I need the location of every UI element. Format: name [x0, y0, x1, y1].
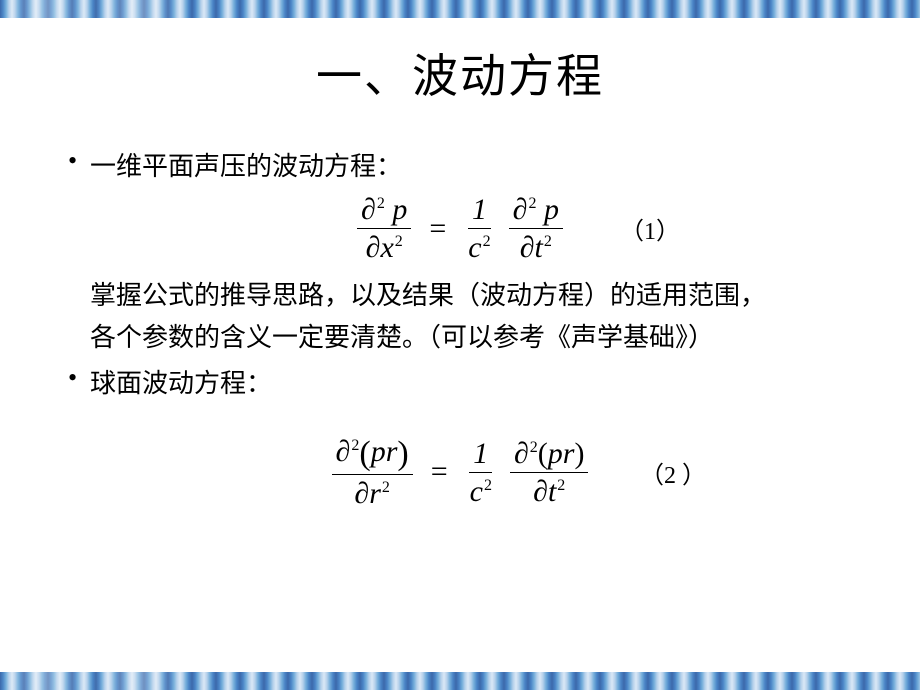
partial-symbol: ∂	[533, 475, 548, 508]
slide-title: 一、波动方程	[60, 40, 860, 106]
exponent: 2	[483, 233, 491, 250]
bullet-spherical-wave: 球面波动方程：	[60, 363, 860, 400]
slide-content: 一、波动方程 一维平面声压的波动方程： ∂2 p ∂x2 = 1 c2 ∂2 p…	[0, 0, 920, 554]
var-c: c	[468, 231, 481, 264]
var-c: c	[470, 475, 483, 508]
exponent: 2	[395, 233, 403, 250]
eq2-coefficient: 1 c2	[466, 437, 496, 508]
bullet-plane-wave: 一维平面声压的波动方程：	[60, 146, 860, 183]
eq1-rhs-fraction: ∂2 p ∂t2	[509, 193, 563, 264]
partial-symbol: ∂	[520, 231, 535, 264]
partial-symbol: ∂	[361, 193, 376, 226]
eq1-lhs-fraction: ∂2 p ∂x2	[357, 193, 411, 264]
eq2-rhs-fraction: ∂2(pr) ∂t2	[510, 437, 589, 508]
partial-symbol: ∂	[354, 477, 369, 510]
exponent: 2	[557, 477, 565, 494]
exponent: 2	[377, 195, 385, 212]
one: 1	[469, 437, 492, 473]
exponent: 2	[544, 233, 552, 250]
var-pr: pr	[371, 435, 398, 468]
var-pr: pr	[548, 437, 575, 470]
eq2-lhs-fraction: ∂2(pr) ∂r2	[332, 435, 413, 510]
var-t: t	[548, 475, 556, 508]
var-x: x	[380, 231, 393, 264]
exponent: 2	[528, 195, 536, 212]
wave-equation-spherical: ∂2(pr) ∂r2 = 1 c2 ∂2(pr) ∂t2	[332, 435, 589, 510]
equation-1-container: ∂2 p ∂x2 = 1 c2 ∂2 p ∂t2 （1）	[60, 193, 860, 264]
equation-1-number: （1）	[620, 211, 680, 246]
equals-sign: =	[427, 455, 452, 489]
eq1-coefficient: 1 c2	[464, 193, 494, 264]
one: 1	[468, 193, 491, 229]
bottom-decorative-border	[0, 672, 920, 690]
var-t: t	[535, 231, 543, 264]
partial-symbol: ∂	[513, 193, 528, 226]
exponent: 2	[484, 477, 492, 494]
equation-2-number: （2 ）	[640, 455, 706, 490]
explanation-line-1: 掌握公式的推导思路，以及结果（波动方程）的适用范围，	[60, 278, 860, 314]
var-p: p	[544, 193, 559, 226]
equals-sign: =	[425, 212, 450, 246]
top-decorative-border	[0, 0, 920, 18]
wave-equation-1d: ∂2 p ∂x2 = 1 c2 ∂2 p ∂t2	[357, 193, 563, 264]
partial-symbol: ∂	[336, 435, 351, 468]
equation-2-container: ∂2(pr) ∂r2 = 1 c2 ∂2(pr) ∂t2 （2 ）	[60, 435, 860, 510]
exponent: 2	[382, 479, 390, 496]
explanation-line-2: 各个参数的含义一定要清楚。（可以参考《声学基础》）	[60, 320, 860, 356]
var-r: r	[369, 477, 381, 510]
exponent: 2	[530, 439, 538, 456]
var-p: p	[392, 193, 407, 226]
partial-symbol: ∂	[366, 231, 381, 264]
partial-symbol: ∂	[514, 437, 529, 470]
